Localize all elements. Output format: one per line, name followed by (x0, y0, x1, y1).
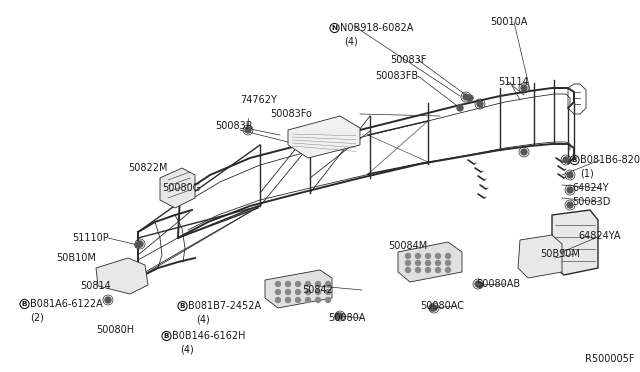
Circle shape (326, 289, 330, 295)
Circle shape (105, 297, 111, 303)
Text: 50080H: 50080H (96, 325, 134, 335)
Circle shape (275, 289, 280, 295)
Text: R500005F: R500005F (584, 354, 634, 364)
Circle shape (415, 253, 420, 259)
Circle shape (426, 253, 431, 259)
Circle shape (415, 267, 420, 273)
Text: 50083F: 50083F (390, 55, 426, 65)
Circle shape (521, 149, 527, 155)
Circle shape (431, 305, 437, 311)
Circle shape (326, 298, 330, 302)
Circle shape (135, 242, 141, 248)
Circle shape (567, 202, 573, 208)
Text: B081B6-8202A: B081B6-8202A (580, 155, 640, 165)
Circle shape (245, 127, 251, 133)
Text: 74762Y: 74762Y (240, 95, 277, 105)
Text: N: N (332, 25, 337, 31)
Circle shape (296, 282, 301, 286)
Circle shape (475, 281, 481, 287)
Text: B: B (22, 301, 28, 307)
Circle shape (296, 298, 301, 302)
Polygon shape (398, 242, 462, 282)
Text: 50B10M: 50B10M (56, 253, 96, 263)
Circle shape (337, 313, 343, 319)
Circle shape (406, 260, 410, 266)
Text: (4): (4) (344, 37, 358, 47)
Polygon shape (265, 270, 332, 308)
Circle shape (429, 305, 435, 311)
Circle shape (285, 298, 291, 302)
Text: 50822M: 50822M (128, 163, 168, 173)
Text: B: B (164, 333, 170, 339)
Circle shape (326, 282, 330, 286)
Polygon shape (160, 168, 195, 208)
Text: 51110P: 51110P (72, 233, 109, 243)
Text: 50083R: 50083R (215, 121, 253, 131)
Text: 50080G: 50080G (162, 183, 200, 193)
Polygon shape (518, 235, 562, 278)
Circle shape (477, 101, 483, 107)
Circle shape (305, 289, 310, 295)
Circle shape (435, 260, 440, 266)
Circle shape (567, 172, 573, 178)
Text: 51114: 51114 (498, 77, 529, 87)
Circle shape (305, 282, 310, 286)
Text: (4): (4) (180, 345, 194, 355)
Circle shape (285, 282, 291, 286)
Circle shape (316, 298, 321, 302)
Text: 50083Fo: 50083Fo (270, 109, 312, 119)
Text: 50083D: 50083D (572, 197, 611, 207)
Text: 50083FB: 50083FB (375, 71, 418, 81)
Text: B081A6-6122A: B081A6-6122A (30, 299, 103, 309)
Circle shape (463, 94, 469, 100)
Text: (2): (2) (30, 313, 44, 323)
Circle shape (426, 260, 431, 266)
Text: 50814: 50814 (80, 281, 111, 291)
Circle shape (467, 95, 473, 101)
Circle shape (316, 289, 321, 295)
Circle shape (521, 85, 527, 91)
Polygon shape (552, 210, 598, 275)
Circle shape (435, 253, 440, 259)
Circle shape (285, 289, 291, 295)
Text: 50084M: 50084M (388, 241, 428, 251)
Text: 50080A: 50080A (328, 313, 365, 323)
Circle shape (316, 282, 321, 286)
Circle shape (406, 253, 410, 259)
Text: 50080AC: 50080AC (420, 301, 464, 311)
Circle shape (137, 241, 143, 247)
Circle shape (426, 267, 431, 273)
Text: 64824Y: 64824Y (572, 183, 609, 193)
Text: N0B918-6082A: N0B918-6082A (340, 23, 413, 33)
Text: B0B146-6162H: B0B146-6162H (172, 331, 246, 341)
Text: B: B (180, 303, 186, 309)
Circle shape (445, 267, 451, 273)
Circle shape (445, 253, 451, 259)
Circle shape (305, 298, 310, 302)
Circle shape (477, 282, 483, 288)
Circle shape (275, 298, 280, 302)
Circle shape (415, 260, 420, 266)
Text: (1): (1) (580, 169, 594, 179)
Circle shape (457, 105, 463, 111)
Circle shape (435, 267, 440, 273)
Text: B: B (572, 157, 577, 163)
Circle shape (567, 187, 573, 193)
Text: B081B7-2452A: B081B7-2452A (188, 301, 261, 311)
Circle shape (406, 267, 410, 273)
Circle shape (275, 282, 280, 286)
Text: 64824YA: 64824YA (578, 231, 621, 241)
Text: (4): (4) (196, 315, 210, 325)
Circle shape (445, 260, 451, 266)
Circle shape (335, 313, 341, 319)
Text: 50842: 50842 (302, 285, 333, 295)
Text: 50010A: 50010A (490, 17, 527, 27)
Text: 50080AB: 50080AB (476, 279, 520, 289)
Polygon shape (96, 258, 148, 294)
Text: 50B90M: 50B90M (540, 249, 580, 259)
Circle shape (296, 289, 301, 295)
Polygon shape (288, 116, 360, 158)
Circle shape (563, 157, 569, 163)
